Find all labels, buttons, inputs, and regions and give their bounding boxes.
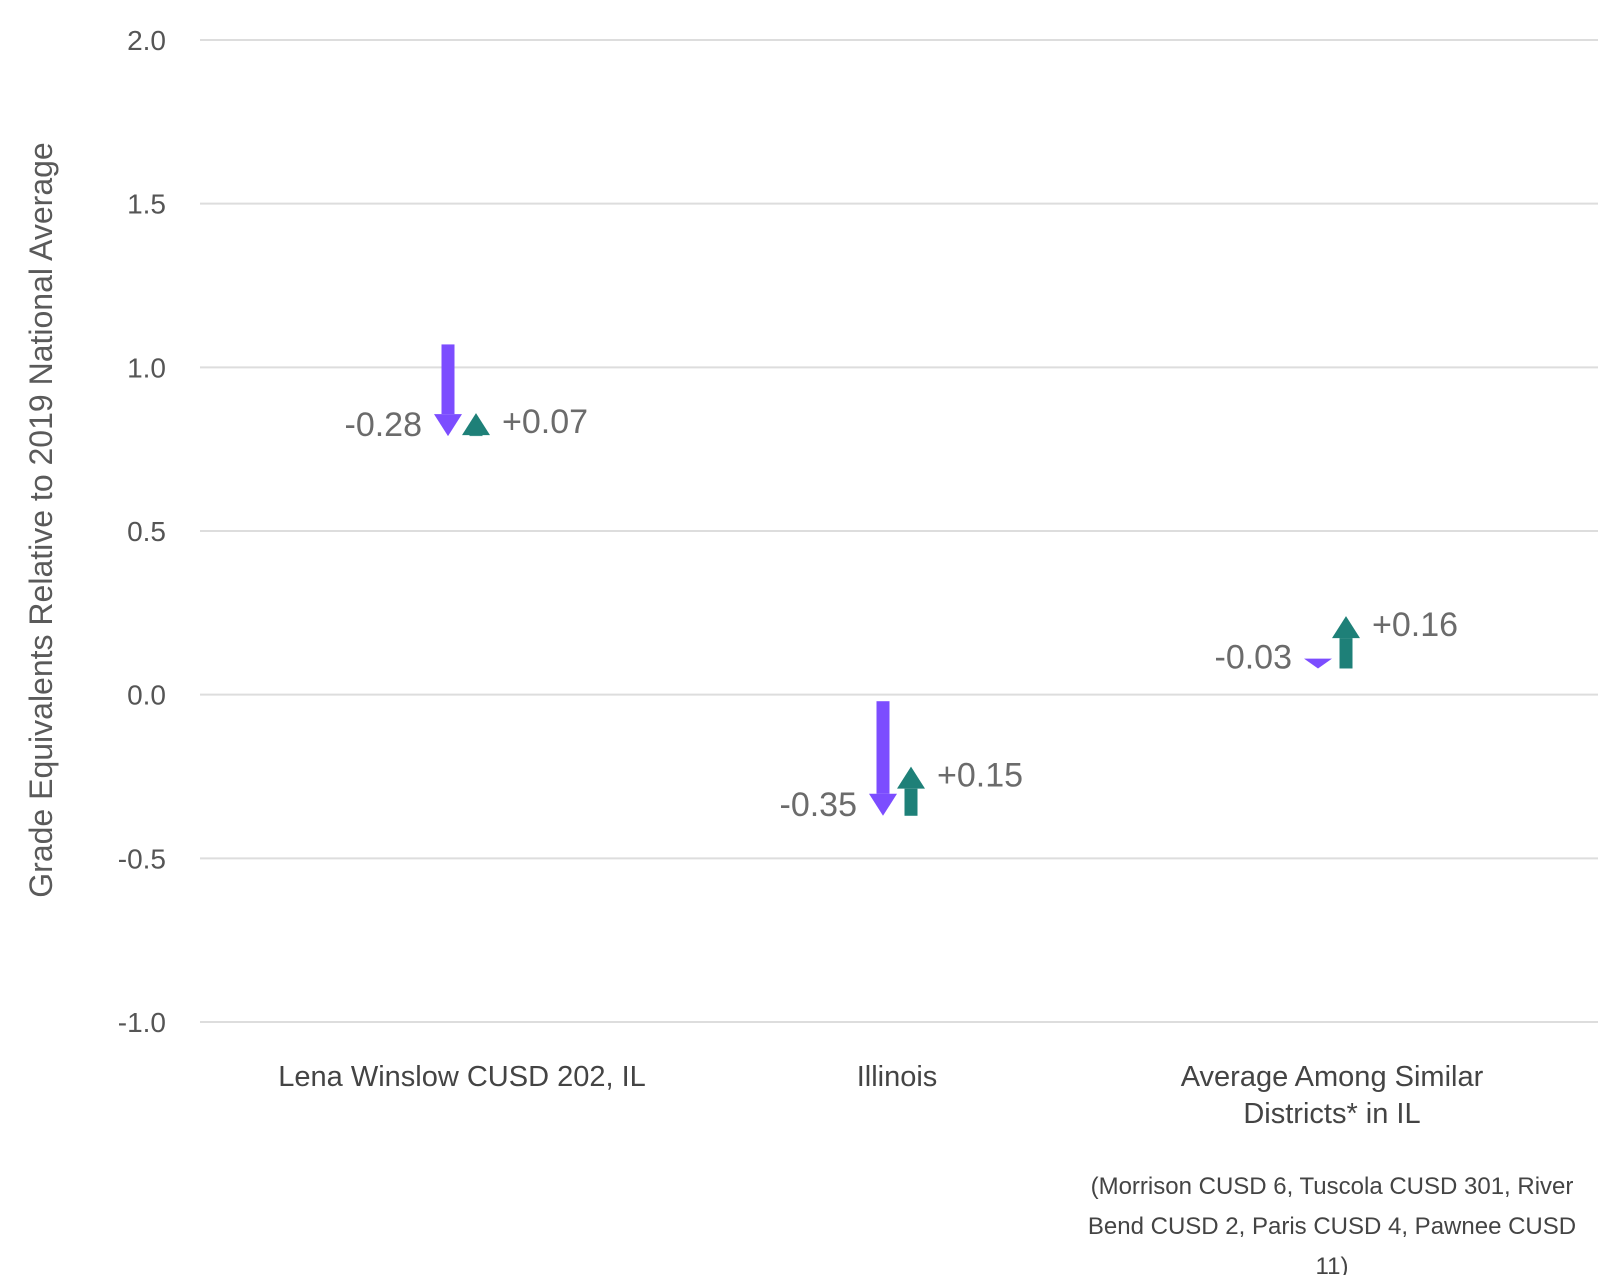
recovery-data-label: +0.15 — [937, 757, 1023, 795]
y-tick-labels: 2.0 1.5 1.0 0.5 0.0 -0.5 -1.0 — [118, 25, 166, 1038]
y-tick-label: 2.0 — [127, 25, 166, 56]
y-tick-label: 1.0 — [127, 352, 166, 383]
recovery-arrow-shaft — [1339, 638, 1353, 669]
arrow-marks: -0.28 +0.07 -0.35 +0.15 -0.03 +0.16 — [345, 344, 1458, 824]
decline-arrow — [869, 701, 897, 816]
recovery-arrow — [462, 413, 490, 437]
y-tick-label: -0.5 — [118, 843, 166, 874]
recovery-arrow-shaft — [469, 435, 483, 437]
x-category-label: Lena Winslow CUSD 202, IL — [278, 1061, 646, 1093]
footnote-line: Bend CUSD 2, Paris CUSD 4, Pawnee CUSD — [1088, 1213, 1576, 1240]
decline-arrow — [1304, 658, 1332, 669]
category-labels: Lena Winslow CUSD 202, IL Illinois Average… — [278, 1061, 1483, 1130]
recovery-arrow — [1332, 616, 1360, 669]
recovery-data-label: +0.16 — [1372, 606, 1458, 644]
recovery-arrow — [897, 766, 925, 816]
recovery-arrow-head — [897, 766, 925, 789]
recovery-arrow-head — [1332, 616, 1360, 639]
y-tick-label: 1.5 — [127, 189, 166, 220]
footnote-line: 11) — [1316, 1253, 1349, 1275]
recovery-arrow-head — [462, 413, 490, 436]
x-category-label: Average Among Similar — [1181, 1061, 1484, 1093]
footnote-line: (Morrison CUSD 6, Tuscola CUSD 301, Rive… — [1091, 1173, 1574, 1200]
decline-data-label: -0.28 — [345, 406, 423, 444]
recovery-data-label: +0.07 — [502, 403, 588, 441]
x-category-label: Illinois — [857, 1061, 938, 1093]
decline-arrow — [434, 344, 462, 437]
y-tick-label: 0.5 — [127, 516, 166, 547]
footnote: (Morrison CUSD 6, Tuscola CUSD 301, Rive… — [1088, 1173, 1576, 1275]
y-axis-label: Grade Equivalents Relative to 2019 Natio… — [23, 142, 59, 897]
decline-data-label: -0.35 — [780, 786, 858, 824]
decline-arrow-head — [1304, 658, 1332, 669]
decline-arrow-shaft — [441, 344, 455, 415]
decline-data-label: -0.03 — [1215, 638, 1293, 676]
y-tick-label: 0.0 — [127, 680, 166, 711]
decline-arrow-head — [869, 793, 897, 816]
recovery-arrow-shaft — [904, 788, 918, 816]
decline-arrow-shaft — [876, 701, 890, 794]
x-category-label: Districts* in IL — [1243, 1098, 1420, 1130]
y-tick-label: -1.0 — [118, 1007, 166, 1038]
gridlines — [200, 39, 1598, 1023]
decline-arrow-head — [434, 414, 462, 437]
